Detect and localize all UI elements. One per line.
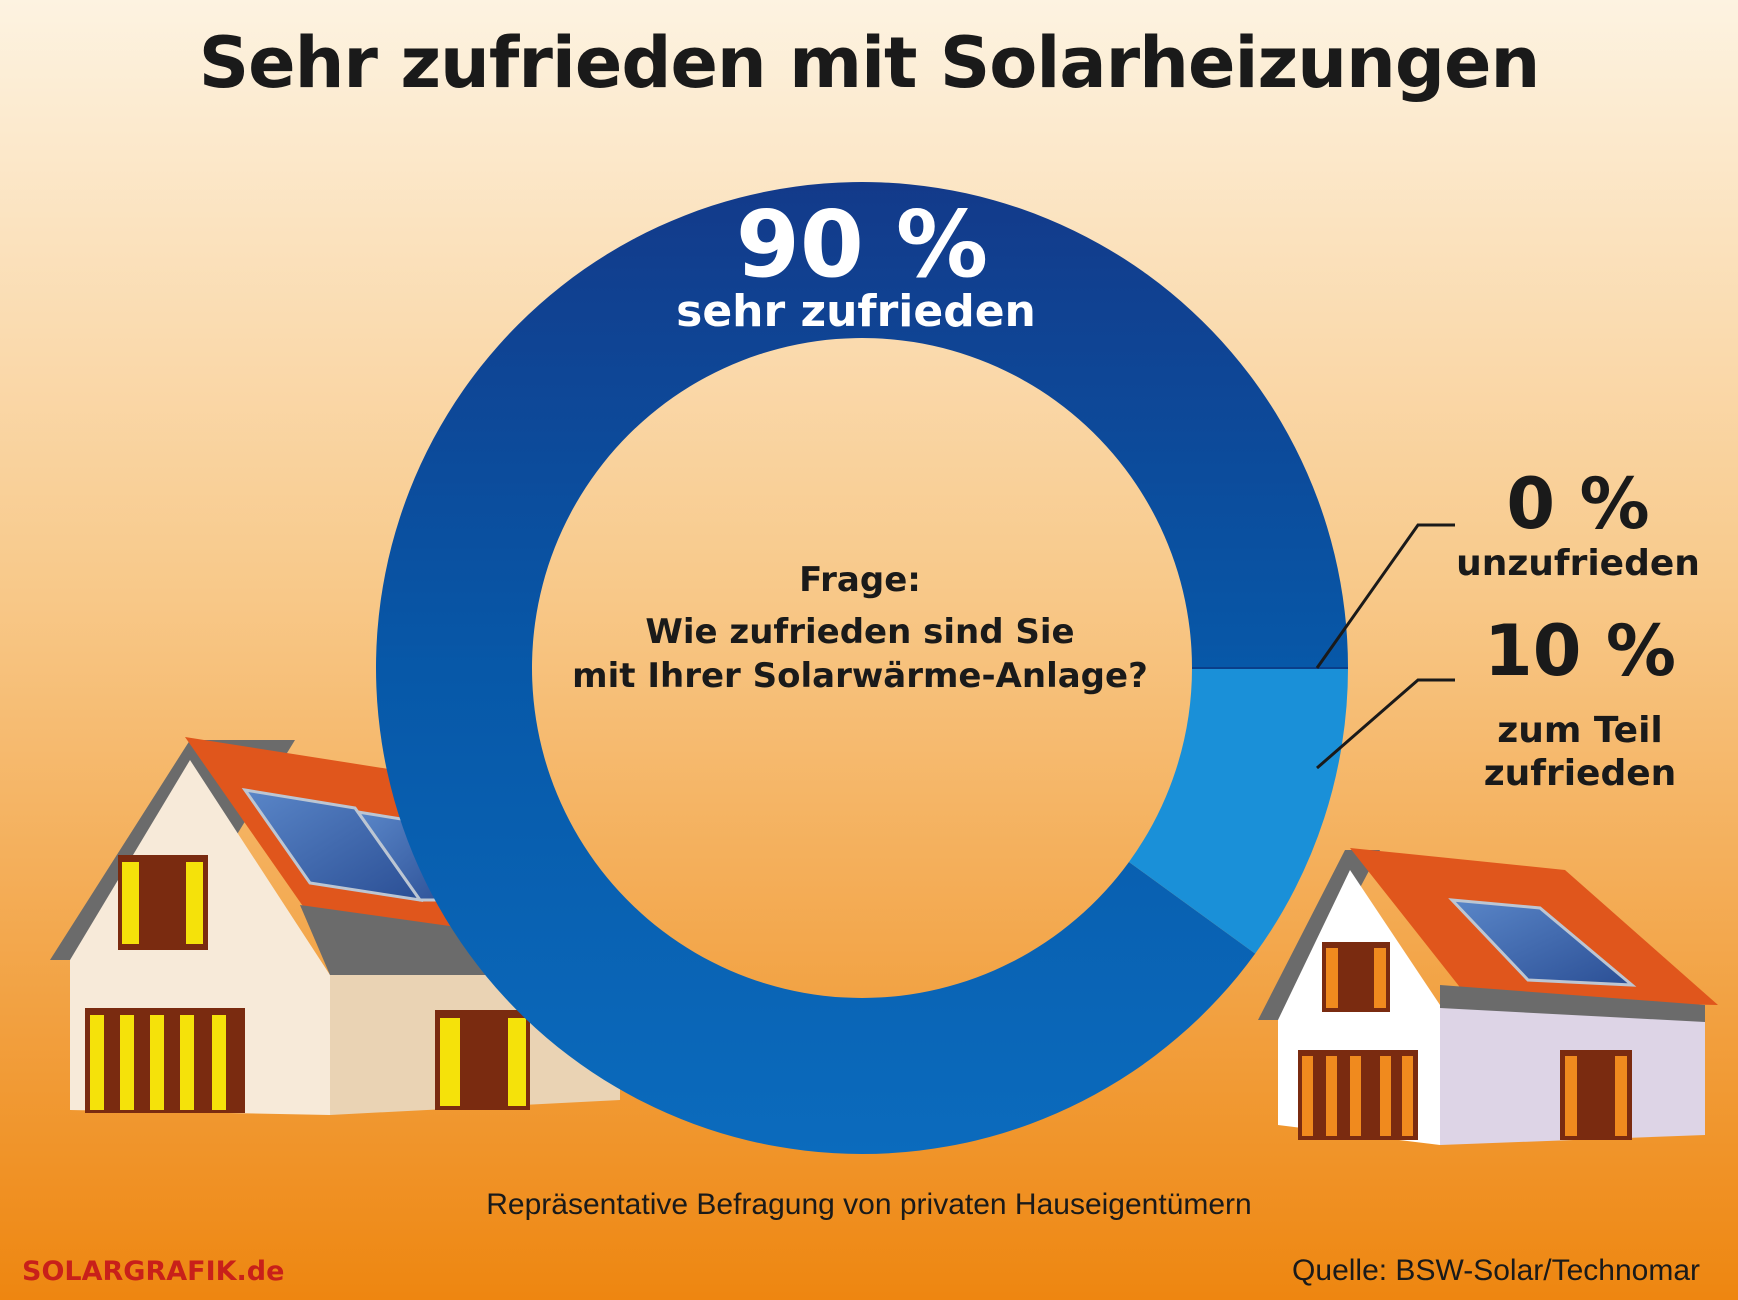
value-label-sehr-zufrieden: 90 % [736,191,988,298]
brand-logo-text: SOLARGRAFIK.de [22,1256,285,1287]
chart-title: Sehr zufrieden mit Solarheizungen [198,22,1541,104]
source-note: Quelle: BSW-Solar/Technomar [1292,1254,1700,1287]
survey-footnote: Repräsentative Befragung von privaten Ha… [486,1188,1252,1221]
right-house-illustration [1258,848,1718,1145]
question-line-2: mit Ihrer Solarwärme-Anlage? [572,656,1148,696]
leader-lines [1315,523,1455,770]
category-label-zum-teil-line1: zum Teil [1497,710,1663,751]
slice-zum-teil-zufrieden [1128,668,1348,954]
value-label-zum-teil: 10 % [1484,610,1676,692]
question-label: Frage: [799,560,921,600]
leader-zum-teil [1316,678,1455,770]
value-label-unzufrieden: 0 % [1506,463,1649,545]
slice-sehr-zufrieden [376,181,1349,1154]
category-label-unzufrieden: unzufrieden [1456,543,1700,584]
donut-chart [376,181,1349,1154]
leader-unzufrieden [1315,523,1455,669]
category-label-sehr-zufrieden: sehr zufrieden [676,286,1036,337]
slice-labels: 90 %sehr zufrieden 0 %unzufrieden 10 % zum … [676,191,1700,794]
question-line-1: Wie zufrieden sind Sie [645,612,1075,652]
category-label-zum-teil-line2: zufrieden [1484,753,1677,794]
